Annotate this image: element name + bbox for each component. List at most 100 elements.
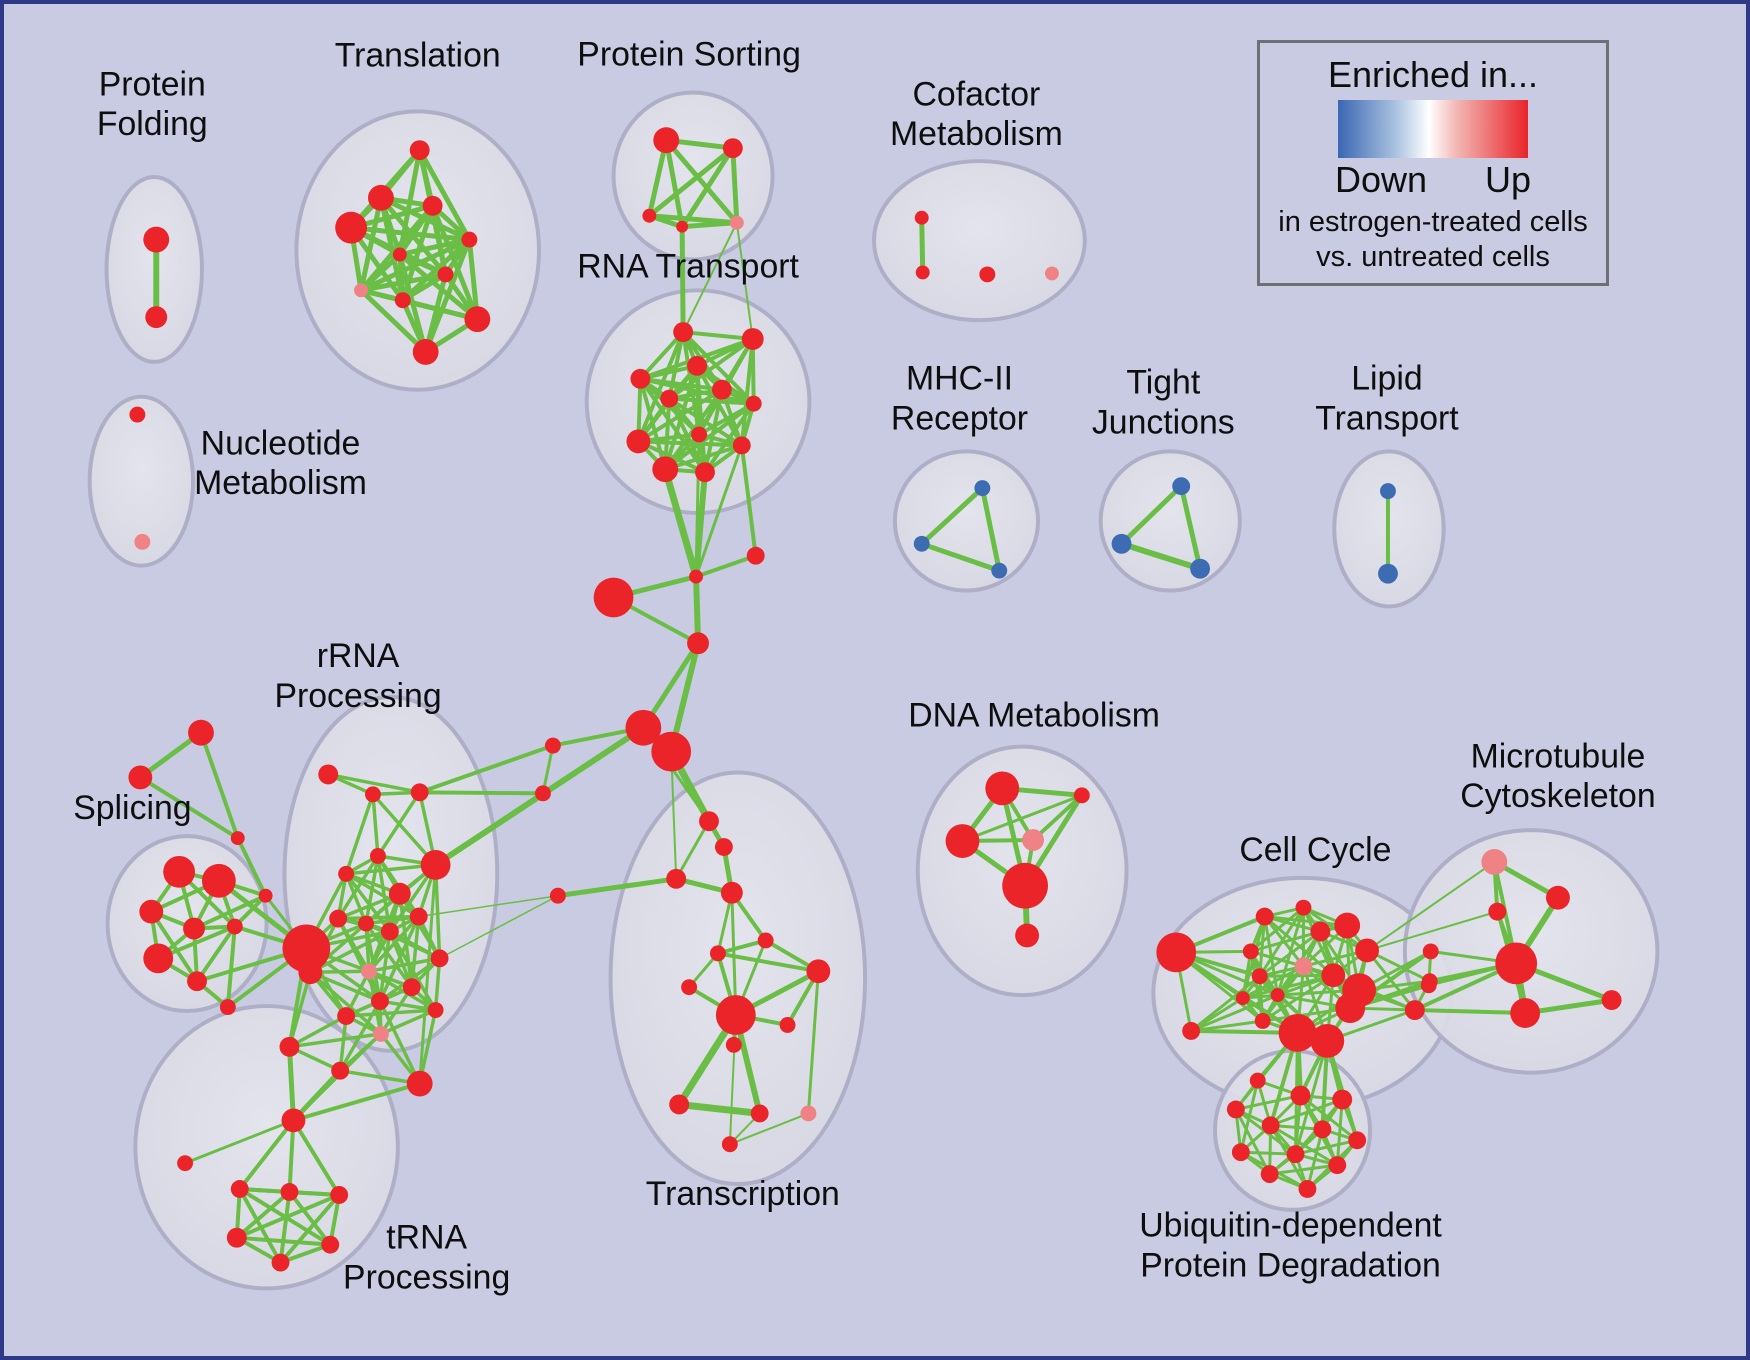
node-rr3 — [410, 783, 429, 802]
edge-rt9-rt10 — [636, 439, 744, 448]
node-tn3 — [330, 1186, 349, 1204]
node-rh2 — [298, 960, 323, 985]
node-sp7 — [187, 971, 207, 992]
edge-t5-t6 — [397, 237, 472, 258]
node-t8 — [354, 283, 368, 298]
edge-cc1-cc14 — [1189, 1019, 1265, 1033]
edge-rr3-rr4 — [376, 790, 422, 858]
edge-tr5-tr6 — [715, 938, 768, 956]
edge-tn2-tn6 — [278, 1189, 292, 1265]
cluster-protein-folding-label-line2: Folding — [97, 105, 208, 143]
node-rt9 — [626, 429, 651, 454]
edge-ps5-rt2 — [735, 221, 754, 341]
node-mt5 — [1510, 998, 1541, 1028]
cluster-trna-processing-ellipse — [133, 1004, 400, 1291]
node-sp3 — [139, 899, 164, 924]
cluster-splicing-label-line1: Splicing — [73, 789, 191, 827]
edge-ps4-rt1 — [679, 224, 686, 335]
edge-rr6-rr13 — [433, 863, 442, 961]
node-mtp — [1481, 849, 1508, 875]
legend-box: Enriched in... Down Up in estrogen-treat… — [1257, 40, 1609, 286]
edge-rt2-rt10 — [739, 337, 755, 448]
cluster-transcription-label-line1: Transcription — [646, 1175, 840, 1213]
edge-mt2-cc7 — [1366, 910, 1499, 952]
node-tr8 — [681, 979, 698, 996]
node-tr7 — [806, 959, 831, 984]
edge-cc9-cc12 — [1241, 973, 1335, 1000]
node-ccL — [1156, 932, 1197, 973]
node-tr1 — [699, 811, 719, 832]
legend-title: Enriched in... — [1327, 54, 1539, 95]
cluster-ubiquitin-degradation-label-line1: Ubiquitin-dependent — [1139, 1207, 1442, 1245]
edge-ccp-cc12 — [1241, 964, 1305, 1000]
cluster-nucleotide-metabolism-label-line2: Metabolism — [194, 464, 367, 502]
edge-tr1-tr3 — [674, 819, 711, 881]
edge-tj1-tj3 — [1178, 483, 1203, 572]
node-sp4 — [183, 917, 205, 940]
node-ub3 — [1332, 1089, 1353, 1110]
node-rr15 — [370, 992, 389, 1011]
edge-dm2-dm3 — [960, 793, 1084, 843]
edge-rr7-rr8 — [336, 891, 402, 921]
node-rr12 — [361, 963, 377, 980]
node-rr8 — [329, 909, 348, 928]
node-mt4 — [1420, 977, 1437, 994]
node-dm4 — [1022, 829, 1044, 851]
node-ps1 — [653, 127, 680, 154]
node-tr11 — [669, 1094, 690, 1115]
node-tn6 — [271, 1253, 290, 1272]
node-pf1 — [143, 226, 170, 253]
edge-tj1-tj2 — [1119, 483, 1184, 547]
edge-rr10-rr15 — [378, 929, 392, 1003]
edge-rh2-rr19 — [287, 970, 313, 1049]
edge-t7-t9 — [400, 271, 449, 303]
node-rt1 — [673, 322, 694, 342]
edge-nmid-rr11 — [417, 894, 559, 918]
edge-nmid-tr3 — [555, 876, 679, 899]
edge-t8-t11 — [358, 287, 429, 355]
node-ub6 — [1313, 1120, 1332, 1139]
node-c7 — [544, 737, 561, 754]
node-tr4 — [720, 881, 743, 904]
node-t3 — [422, 195, 443, 216]
edge-t5-t10 — [466, 237, 480, 322]
node-c6 — [651, 731, 692, 772]
node-rr19 — [279, 1036, 300, 1057]
node-cc13 — [1335, 993, 1366, 1023]
edge-rr15-rr16 — [378, 999, 438, 1012]
edge-ps2-ps5 — [730, 145, 740, 226]
node-nmid — [549, 887, 566, 904]
edge-rr14-rr18 — [379, 985, 414, 1036]
cluster-mhc-ii-receptor-label-line1: MHC-II — [906, 360, 1013, 398]
edge-tn1-tn6 — [237, 1187, 283, 1265]
node-tri2 — [128, 765, 153, 790]
cluster-rrna-processing-label-line1: rRNA — [317, 637, 400, 675]
node-tr10 — [725, 1036, 742, 1053]
edge-ub2-ub4 — [1234, 1094, 1302, 1111]
node-ccp — [1294, 957, 1313, 976]
node-rr4 — [369, 848, 386, 864]
node-dm1 — [985, 771, 1020, 806]
cluster-protein-sorting-ellipse — [611, 90, 775, 262]
node-tj2 — [1111, 533, 1132, 554]
node-rt11 — [652, 456, 679, 483]
edge-rr18-rr20 — [338, 1032, 383, 1073]
node-cc5 — [1310, 921, 1331, 942]
node-rt6 — [711, 379, 732, 400]
edge-dm2-dm4 — [1031, 793, 1084, 843]
edge-t6-t10 — [397, 252, 480, 322]
edge-t7-t11 — [423, 271, 449, 355]
cluster-protein-folding-label-line1: Protein — [99, 65, 206, 103]
edge-cc4-cc5 — [1249, 930, 1322, 953]
edge-rr5-rr6 — [344, 863, 438, 876]
node-tr5 — [757, 932, 774, 949]
node-rr9 — [358, 915, 374, 932]
cluster-mhc-ii-receptor-ellipse — [892, 449, 1041, 593]
cluster-trna-processing-label-line1: tRNA — [386, 1219, 467, 1257]
edge-trhub-tr14 — [728, 1014, 737, 1146]
cluster-lipid-transport-label-line1: Lipid — [1351, 360, 1422, 398]
node-sp2 — [201, 863, 236, 898]
network-canvas: ProteinFoldingNucleotideMetabolismTransl… — [73, 36, 1660, 1296]
node-tr9 — [779, 1017, 796, 1033]
node-rr2 — [365, 786, 381, 803]
